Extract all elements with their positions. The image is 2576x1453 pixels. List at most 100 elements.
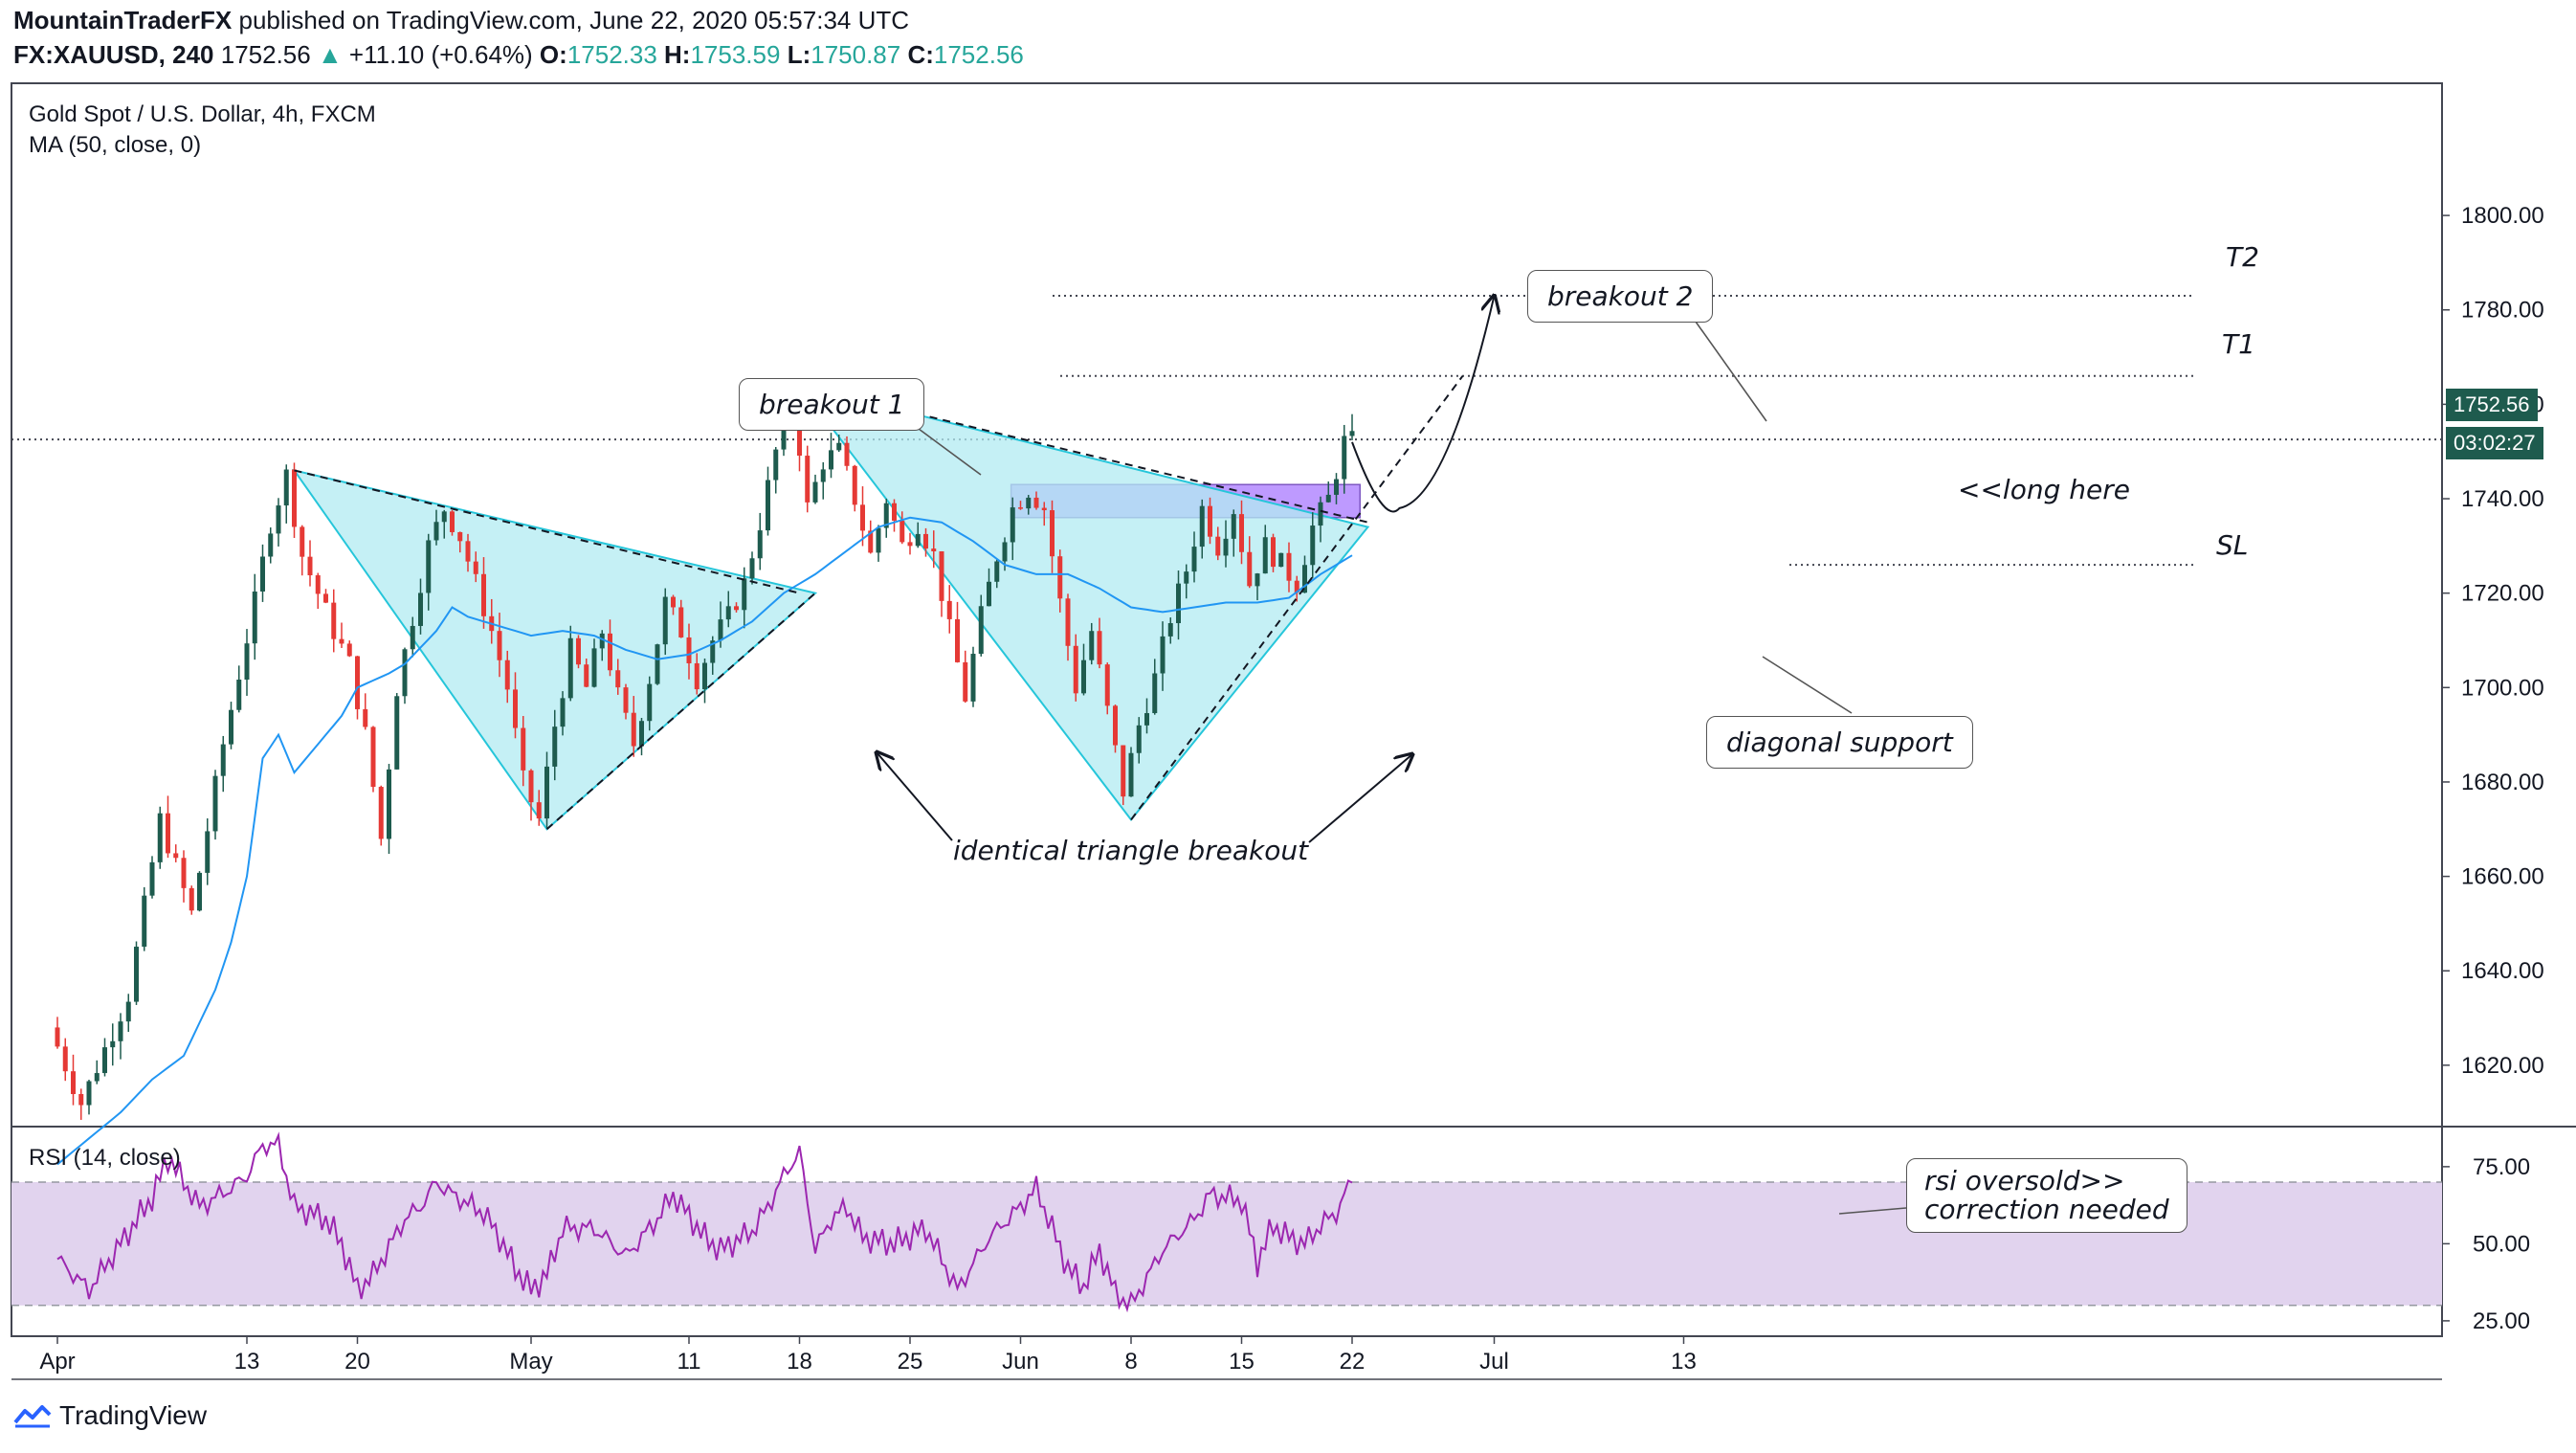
breakout2-pointer: [1695, 321, 1767, 422]
candle-bull: [142, 895, 147, 948]
candle-bear: [1208, 505, 1212, 537]
candle-bear: [465, 541, 471, 562]
candle-bear: [528, 770, 534, 803]
candle-bear: [1286, 552, 1292, 581]
tradingview-logo-icon: [13, 1405, 52, 1428]
candle-bear: [1271, 537, 1276, 568]
candle-bear: [1113, 705, 1118, 746]
time-tick-label: 25: [898, 1349, 923, 1375]
candle-bull: [1010, 507, 1015, 543]
candle-bull: [1167, 623, 1173, 637]
triangle-pattern-2: [796, 384, 1370, 822]
low-value: 1750.87: [811, 40, 901, 69]
time-tick-label: May: [509, 1349, 552, 1375]
candle-bear: [844, 442, 850, 466]
price-tick-label: 1700.00: [2461, 675, 2544, 701]
candle-bull: [1002, 542, 1008, 562]
tradingview-brand-text: TradingView: [59, 1400, 208, 1430]
ohlc-header: FX:XAUUSD, 240 1752.56 ▲ +11.10 (+0.64%)…: [13, 40, 1024, 70]
candle-bull: [102, 1047, 107, 1074]
candle-bull: [829, 450, 833, 470]
candle-bear: [370, 726, 376, 788]
candle-bear: [1050, 510, 1055, 557]
ma50-line: [56, 516, 1353, 1166]
candle-bear: [1057, 556, 1063, 599]
candle-bull: [836, 442, 842, 451]
time-tick-label: 22: [1340, 1349, 1366, 1375]
candle-bear: [686, 637, 692, 663]
price-change: +11.10 (+0.64%): [348, 40, 533, 69]
symbol-label: FX:XAUUSD, 240: [13, 40, 214, 69]
candle-bull: [276, 505, 281, 534]
candle-bear: [355, 656, 360, 709]
candle-bull: [994, 561, 1000, 582]
candle-bear: [62, 1046, 68, 1072]
candle-bear: [931, 548, 937, 552]
candle-bull: [94, 1073, 100, 1082]
candle-bear: [1239, 514, 1244, 552]
candle-bull: [1310, 525, 1316, 566]
open-label: O:: [539, 40, 567, 69]
time-tick-label: Jul: [1479, 1349, 1509, 1375]
candle-bull: [718, 619, 723, 641]
candle-bull: [773, 449, 779, 481]
candle-bear: [315, 575, 321, 594]
identical-arrow-left: [877, 752, 953, 841]
candle-bull: [820, 469, 826, 482]
candle-bear: [1033, 497, 1039, 508]
candle-bull: [647, 683, 653, 722]
candle-bull: [229, 709, 233, 745]
price-tick-label: 1740.00: [2461, 486, 2544, 512]
rsi-tick-label: 75.00: [2473, 1154, 2530, 1180]
candle-bear: [963, 661, 968, 702]
candle-bull: [702, 662, 707, 690]
candle-bear: [615, 670, 621, 688]
candle-bull: [710, 640, 716, 663]
candle-bear: [331, 602, 337, 639]
candle-bull: [220, 744, 226, 776]
candle-bull: [978, 606, 984, 655]
candle-bull: [283, 469, 289, 506]
candle-bull: [1255, 573, 1260, 587]
candle-bull: [1081, 659, 1086, 694]
candle-bull: [1089, 631, 1095, 660]
candle-bear: [504, 659, 510, 690]
candle-bear: [457, 531, 463, 542]
up-arrow-icon: ▲: [317, 40, 343, 69]
candle-bull: [749, 558, 755, 579]
candle-bull: [1136, 725, 1142, 753]
candle-bull: [1160, 636, 1166, 674]
candle-bull: [1191, 547, 1197, 572]
candle-bull: [260, 556, 265, 592]
candle-bear: [173, 853, 179, 859]
candle-bear: [946, 600, 952, 619]
t2-label: T2: [2226, 241, 2259, 273]
candle-bull: [1144, 713, 1149, 726]
long-here-label: <<long here: [1958, 474, 2130, 505]
tradingview-brand[interactable]: TradingView: [13, 1400, 207, 1431]
candle-bull: [418, 592, 423, 626]
candle-bull: [1318, 502, 1323, 526]
candle-bear: [1073, 645, 1078, 694]
candle-bear: [513, 689, 518, 728]
candle-bull: [1128, 752, 1134, 797]
candle-bull: [1184, 571, 1189, 584]
trendline-1: [294, 469, 800, 594]
rsi-note-line2: correction needed: [1924, 1194, 2169, 1225]
candle-bull: [441, 511, 447, 523]
candle-bull: [1231, 514, 1236, 539]
candle-bear: [631, 712, 636, 747]
candle-bull: [252, 591, 257, 644]
high-label: H:: [664, 40, 691, 69]
candle-bull: [125, 1001, 131, 1022]
candle-bear: [1065, 598, 1071, 646]
candle-bear: [189, 887, 194, 911]
current-price-tag: 1752.56: [2446, 389, 2538, 421]
ma-legend: MA (50, close, 0): [29, 132, 202, 158]
rsi-line: [56, 1131, 1353, 1313]
candle-bull: [118, 1021, 123, 1041]
candle-bull: [876, 527, 881, 553]
candle-bear: [623, 687, 629, 713]
time-tick-label: Apr: [39, 1349, 75, 1375]
